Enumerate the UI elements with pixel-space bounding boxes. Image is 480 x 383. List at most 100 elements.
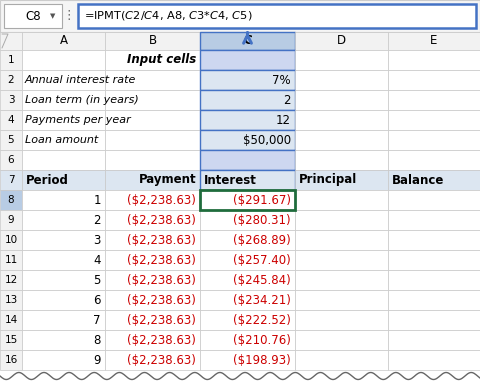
- Bar: [0, 250, 22, 270]
- Text: 9: 9: [8, 215, 14, 225]
- Bar: [0, 230, 22, 250]
- Bar: [200, 170, 295, 190]
- Text: ($2,238.63): ($2,238.63): [127, 213, 196, 226]
- Text: ($2,238.63): ($2,238.63): [127, 234, 196, 247]
- Bar: [388, 330, 480, 350]
- Bar: [0, 110, 22, 130]
- Bar: [200, 32, 295, 50]
- Text: ($2,238.63): ($2,238.63): [127, 334, 196, 347]
- Bar: [0, 330, 22, 350]
- Text: ($222.52): ($222.52): [233, 314, 291, 326]
- Bar: [295, 70, 388, 90]
- Bar: [295, 90, 388, 110]
- Bar: [200, 350, 295, 370]
- Bar: [22, 330, 105, 350]
- Text: Payments per year: Payments per year: [25, 115, 131, 125]
- Text: 9: 9: [94, 354, 101, 367]
- Bar: [0, 130, 22, 150]
- Bar: [105, 50, 200, 70]
- Bar: [0, 0, 480, 32]
- Text: 14: 14: [4, 315, 18, 325]
- Text: Interest: Interest: [204, 173, 257, 187]
- Bar: [200, 150, 295, 170]
- Text: ($234.21): ($234.21): [233, 293, 291, 306]
- Text: ($2,238.63): ($2,238.63): [127, 254, 196, 267]
- Bar: [105, 250, 200, 270]
- Text: Balance: Balance: [392, 173, 444, 187]
- Bar: [0, 32, 22, 50]
- Bar: [22, 210, 105, 230]
- Text: ($2,238.63): ($2,238.63): [127, 314, 196, 326]
- Bar: [388, 310, 480, 330]
- Bar: [388, 250, 480, 270]
- Text: 4: 4: [8, 115, 14, 125]
- Bar: [105, 70, 200, 90]
- Bar: [0, 210, 22, 230]
- Text: A: A: [60, 34, 68, 47]
- Text: 5: 5: [94, 273, 101, 286]
- Bar: [0, 190, 22, 210]
- Bar: [105, 230, 200, 250]
- Text: $50,000: $50,000: [243, 134, 291, 147]
- Bar: [22, 150, 105, 170]
- Bar: [388, 270, 480, 290]
- Bar: [200, 130, 295, 150]
- Text: E: E: [430, 34, 438, 47]
- Bar: [22, 290, 105, 310]
- Bar: [388, 210, 480, 230]
- Bar: [200, 310, 295, 330]
- Bar: [200, 290, 295, 310]
- Text: B: B: [148, 34, 156, 47]
- Bar: [295, 210, 388, 230]
- Text: Payment: Payment: [138, 173, 196, 187]
- Bar: [388, 32, 480, 50]
- Text: 6: 6: [94, 293, 101, 306]
- Bar: [22, 70, 105, 90]
- Bar: [388, 290, 480, 310]
- Bar: [200, 190, 295, 210]
- Text: ($245.84): ($245.84): [233, 273, 291, 286]
- Bar: [295, 290, 388, 310]
- Bar: [78, 4, 476, 28]
- Text: 7: 7: [94, 314, 101, 326]
- Text: 4: 4: [94, 254, 101, 267]
- Bar: [0, 150, 22, 170]
- Text: Input cells: Input cells: [127, 54, 196, 67]
- Text: 2: 2: [8, 75, 14, 85]
- Text: ⋮: ⋮: [63, 10, 75, 23]
- Text: ($210.76): ($210.76): [233, 334, 291, 347]
- Text: ($280.31): ($280.31): [233, 213, 291, 226]
- Text: ($257.40): ($257.40): [233, 254, 291, 267]
- Bar: [105, 90, 200, 110]
- Text: Principal: Principal: [299, 173, 357, 187]
- Bar: [388, 70, 480, 90]
- Bar: [0, 270, 22, 290]
- Text: 13: 13: [4, 295, 18, 305]
- Bar: [22, 170, 105, 190]
- Text: 12: 12: [4, 275, 18, 285]
- Bar: [22, 110, 105, 130]
- Bar: [105, 110, 200, 130]
- Bar: [105, 32, 200, 50]
- Bar: [105, 210, 200, 230]
- Bar: [388, 50, 480, 70]
- Text: 16: 16: [4, 355, 18, 365]
- Text: 15: 15: [4, 335, 18, 345]
- Text: 8: 8: [8, 195, 14, 205]
- Text: 2: 2: [94, 213, 101, 226]
- Bar: [22, 230, 105, 250]
- Bar: [22, 50, 105, 70]
- Bar: [105, 150, 200, 170]
- Text: C8: C8: [25, 10, 41, 23]
- Text: 12: 12: [276, 113, 291, 126]
- Text: 3: 3: [8, 95, 14, 105]
- Text: Period: Period: [26, 173, 69, 187]
- Bar: [22, 130, 105, 150]
- Text: 7: 7: [8, 175, 14, 185]
- Text: Loan amount: Loan amount: [25, 135, 98, 145]
- Text: ▼: ▼: [50, 13, 56, 19]
- Text: 3: 3: [94, 234, 101, 247]
- Text: 2: 2: [284, 93, 291, 106]
- Text: 1: 1: [94, 193, 101, 206]
- Bar: [22, 270, 105, 290]
